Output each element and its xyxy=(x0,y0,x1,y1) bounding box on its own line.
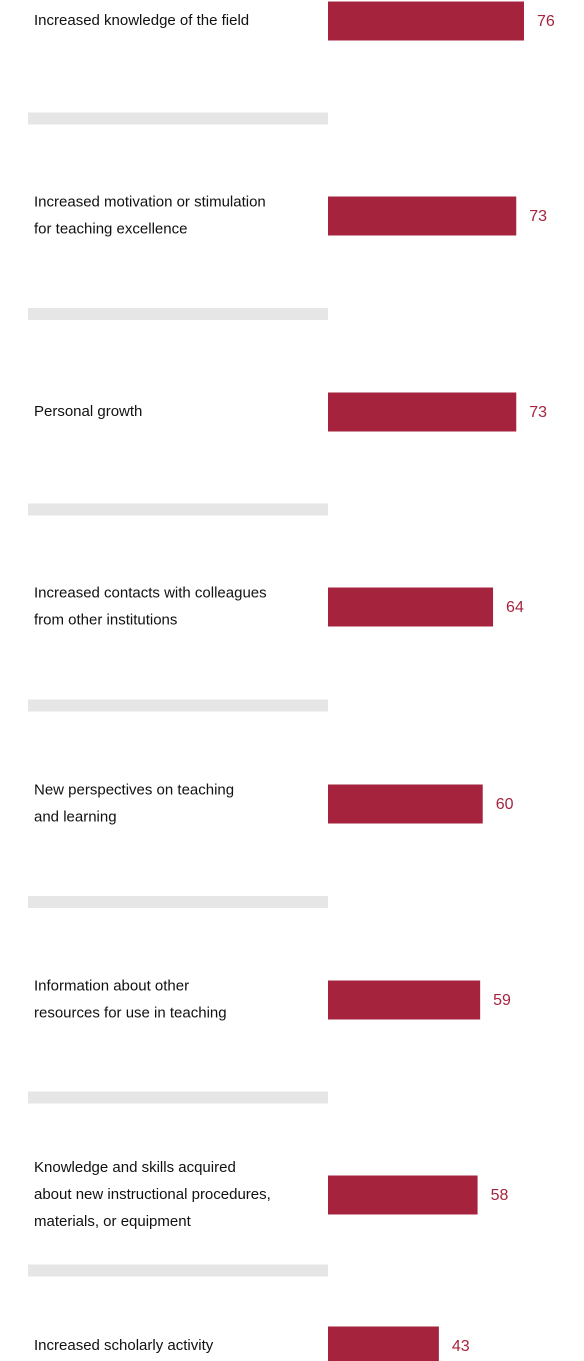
category-label: Increased contacts with colleagues xyxy=(34,584,267,601)
bar xyxy=(328,196,517,236)
category-label: Personal growth xyxy=(34,403,142,420)
category-label: Increased knowledge of the field xyxy=(34,12,249,29)
separator xyxy=(28,896,328,908)
bar xyxy=(328,1,524,41)
value-label: 59 xyxy=(493,992,511,1009)
category-label: and learning xyxy=(34,808,117,825)
separator xyxy=(28,503,328,516)
value-label: 64 xyxy=(506,599,524,616)
bar xyxy=(328,1175,478,1215)
bar xyxy=(328,784,483,824)
separator xyxy=(28,308,328,320)
separator xyxy=(28,699,328,712)
category-label: about new instructional procedures, xyxy=(34,1186,271,1203)
separator xyxy=(28,1264,328,1277)
value-label: 60 xyxy=(496,796,514,813)
category-label: for teaching excellence xyxy=(34,220,187,237)
value-label: 73 xyxy=(529,208,547,225)
category-label: Knowledge and skills acquired xyxy=(34,1159,236,1176)
value-label: 76 xyxy=(537,13,555,30)
bar xyxy=(328,980,481,1020)
value-label: 73 xyxy=(529,404,547,421)
category-label: Increased scholarly activity xyxy=(34,1337,214,1354)
category-label: New perspectives on teaching xyxy=(34,781,234,798)
separator xyxy=(28,1091,328,1104)
category-label: resources for use in teaching xyxy=(34,1004,227,1021)
category-label: from other institutions xyxy=(34,611,177,628)
category-label: materials, or equipment xyxy=(34,1213,192,1230)
bar xyxy=(328,1326,439,1361)
category-label: Increased motivation or stimulation xyxy=(34,193,266,210)
value-label: 43 xyxy=(452,1338,470,1355)
separator xyxy=(28,112,328,125)
category-label: Information about other xyxy=(34,977,189,994)
bar xyxy=(328,587,494,627)
value-label: 58 xyxy=(491,1187,509,1204)
bar xyxy=(328,392,517,432)
